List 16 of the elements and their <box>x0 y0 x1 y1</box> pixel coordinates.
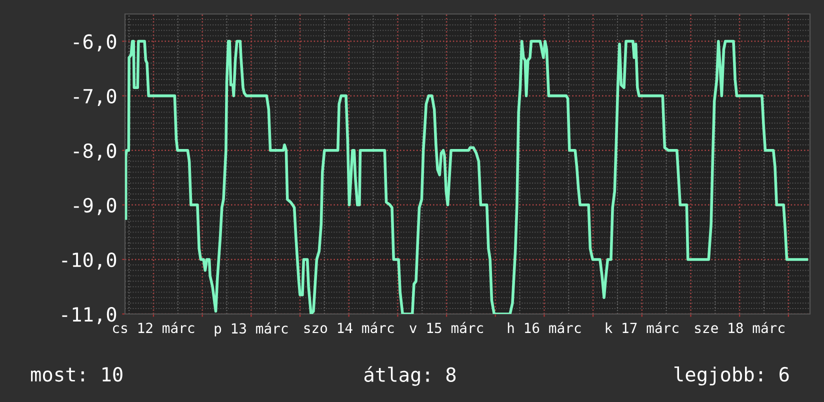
x-tick-label: p 13 márc <box>214 322 288 336</box>
y-tick-label: -10,0 <box>62 252 116 270</box>
y-tick-label: -11,0 <box>62 307 116 324</box>
y-tick-label: -6,0 <box>74 34 116 52</box>
text: most: 10 <box>31 366 122 382</box>
text: átlag: 8 <box>364 366 456 386</box>
x-tick-label: sze 18 márc <box>695 322 784 334</box>
x-tick-label: k 17 márc <box>606 322 678 334</box>
text: legjobb: 6 <box>674 366 789 386</box>
y-tick-label: -9,0 <box>74 198 116 216</box>
y-tick-label: -8,0 <box>74 143 116 161</box>
x-tick-label: cs 12 márc <box>113 322 194 334</box>
y-tick-label: -7,0 <box>74 88 116 106</box>
x-tick-label: h 16 márc <box>508 322 581 334</box>
x-tick-label: v 15 márc <box>410 322 484 334</box>
x-tick-label: szo 14 márc <box>304 322 394 334</box>
